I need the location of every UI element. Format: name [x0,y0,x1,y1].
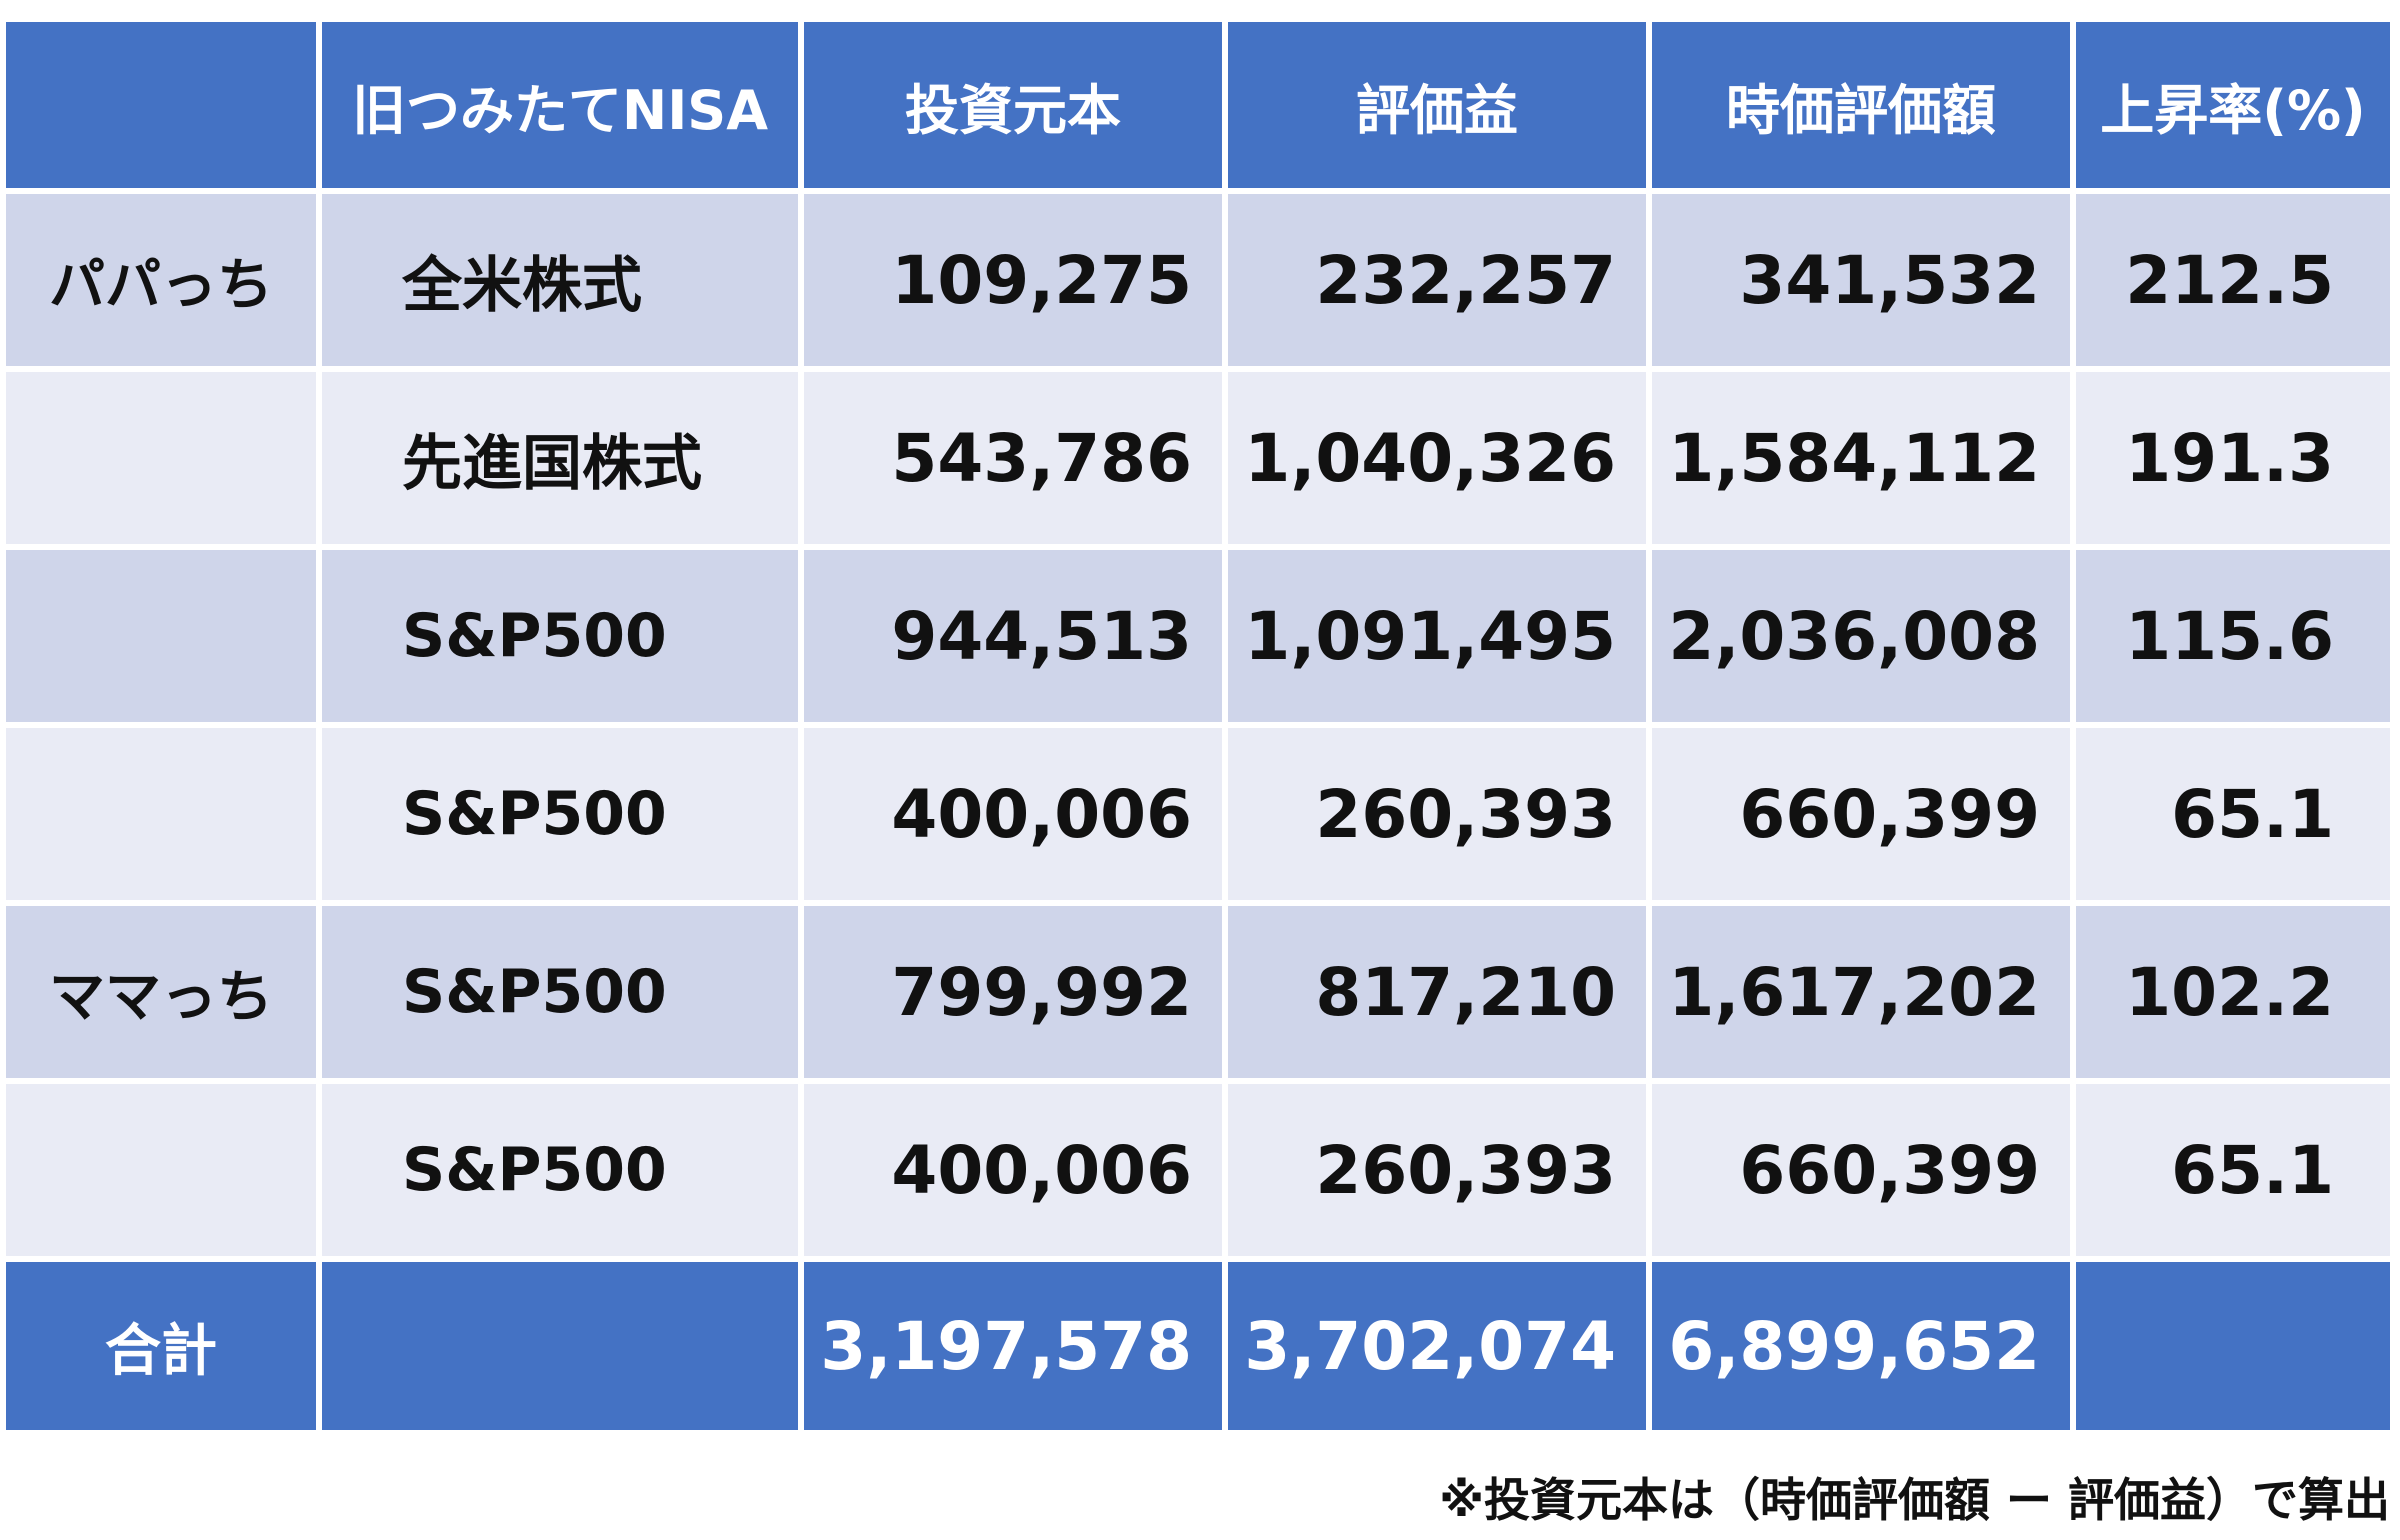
market-value-cell: 1,617,202 [1652,906,2070,1078]
rate-cell: 102.2 [2076,906,2390,1078]
fund-cell: S&P500 [322,550,798,722]
total-rate-cell [2076,1262,2390,1430]
gain-cell: 1,091,495 [1228,550,1646,722]
principal-cell: 944,513 [804,550,1222,722]
header-row: 旧つみたてNISA 投資元本 評価益 時価評価額 上昇率(%) [6,22,2390,188]
owner-cell [6,372,316,544]
owner-cell: パパっち [6,194,316,366]
fund-cell: S&P500 [322,1084,798,1256]
total-row: 合計 3,197,578 3,702,074 6,899,652 [6,1262,2390,1430]
header-rate: 上昇率(%) [2076,22,2390,188]
header-principal: 投資元本 [804,22,1222,188]
market-value-cell: 660,399 [1652,1084,2070,1256]
principal-cell: 400,006 [804,728,1222,900]
header-account: 旧つみたてNISA [322,22,798,188]
table-row: S&P500 944,513 1,091,495 2,036,008 115.6 [6,550,2390,722]
table-row: S&P500 400,006 260,393 660,399 65.1 [6,1084,2390,1256]
fund-cell: 全米株式 [322,194,798,366]
fund-cell: S&P500 [322,728,798,900]
fund-cell: 先進国株式 [322,372,798,544]
table-row: ママっち S&P500 799,992 817,210 1,617,202 10… [6,906,2390,1078]
owner-cell [6,728,316,900]
principal-cell: 400,006 [804,1084,1222,1256]
table-row: S&P500 400,006 260,393 660,399 65.1 [6,728,2390,900]
table-body: パパっち 全米株式 109,275 232,257 341,532 212.5 … [6,194,2390,1256]
footnote: ※投資元本は（時価評価額 ー 評価益）で算出 [1439,1473,2390,1527]
table-header: 旧つみたてNISA 投資元本 評価益 時価評価額 上昇率(%) [6,22,2390,188]
rate-cell: 65.1 [2076,728,2390,900]
market-value-cell: 341,532 [1652,194,2070,366]
rate-cell: 115.6 [2076,550,2390,722]
gain-cell: 232,257 [1228,194,1646,366]
nisa-table-container: 旧つみたてNISA 投資元本 評価益 時価評価額 上昇率(%) パパっち 全米株… [6,22,2390,1430]
gain-cell: 260,393 [1228,1084,1646,1256]
total-fund-cell [322,1262,798,1430]
header-gain: 評価益 [1228,22,1646,188]
fund-cell: S&P500 [322,906,798,1078]
principal-cell: 543,786 [804,372,1222,544]
market-value-cell: 2,036,008 [1652,550,2070,722]
owner-cell [6,550,316,722]
gain-cell: 260,393 [1228,728,1646,900]
total-principal-cell: 3,197,578 [804,1262,1222,1430]
rate-cell: 191.3 [2076,372,2390,544]
header-market-value: 時価評価額 [1652,22,2070,188]
total-market-value-cell: 6,899,652 [1652,1262,2070,1430]
rate-cell: 212.5 [2076,194,2390,366]
nisa-holdings-table: 旧つみたてNISA 投資元本 評価益 時価評価額 上昇率(%) パパっち 全米株… [0,16,2396,1436]
table-row: 先進国株式 543,786 1,040,326 1,584,112 191.3 [6,372,2390,544]
header-owner [6,22,316,188]
market-value-cell: 660,399 [1652,728,2070,900]
table-row: パパっち 全米株式 109,275 232,257 341,532 212.5 [6,194,2390,366]
total-gain-cell: 3,702,074 [1228,1262,1646,1430]
principal-cell: 799,992 [804,906,1222,1078]
market-value-cell: 1,584,112 [1652,372,2070,544]
gain-cell: 1,040,326 [1228,372,1646,544]
principal-cell: 109,275 [804,194,1222,366]
owner-cell [6,1084,316,1256]
table-footer: 合計 3,197,578 3,702,074 6,899,652 [6,1262,2390,1430]
rate-cell: 65.1 [2076,1084,2390,1256]
total-label: 合計 [6,1262,316,1430]
owner-cell: ママっち [6,906,316,1078]
gain-cell: 817,210 [1228,906,1646,1078]
